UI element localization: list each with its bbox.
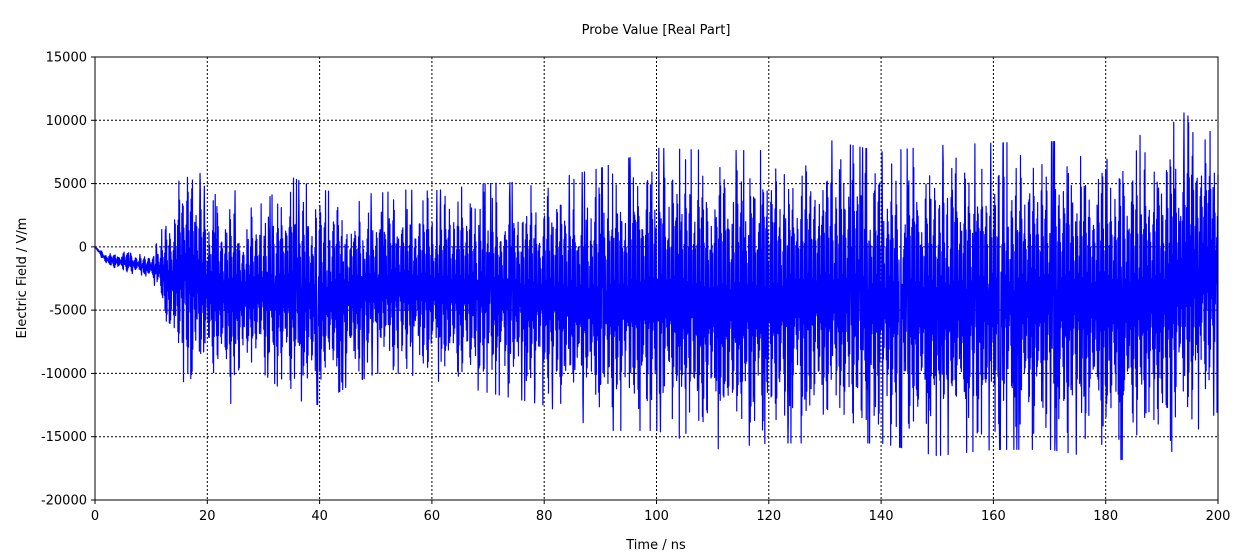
y-tick-label: -5000 bbox=[49, 304, 87, 319]
x-tick-label: 80 bbox=[536, 509, 553, 524]
y-tick-label: 5000 bbox=[54, 177, 87, 192]
series-line bbox=[94, 112, 1219, 461]
x-tick-label: 200 bbox=[1206, 509, 1231, 524]
y-tick-label: -20000 bbox=[41, 494, 87, 509]
x-tick-label: 0 bbox=[91, 509, 99, 524]
y-tick-label: 0 bbox=[79, 240, 87, 255]
x-tick-label: 120 bbox=[756, 509, 781, 524]
x-tick-label: 20 bbox=[199, 509, 216, 524]
y-tick-label: 15000 bbox=[46, 51, 87, 66]
x-tick-label: 180 bbox=[1093, 509, 1118, 524]
series-layer bbox=[94, 112, 1219, 461]
y-tick-label: -10000 bbox=[41, 367, 87, 382]
y-axis-title: Electric Field / V/m bbox=[15, 218, 30, 339]
x-tick-label: 60 bbox=[424, 509, 441, 524]
y-tick-label: 10000 bbox=[46, 114, 87, 129]
x-tick-label: 100 bbox=[644, 509, 669, 524]
chart-title: Probe Value [Real Part] bbox=[582, 23, 731, 38]
y-tick-label: -15000 bbox=[41, 430, 87, 445]
x-tick-label: 40 bbox=[311, 509, 328, 524]
x-axis-title: Time / ns bbox=[625, 538, 686, 553]
ticks: 0 20 40 60 80 100 120 140 160 180 200 15000 10000 500… bbox=[41, 51, 1230, 525]
x-tick-label: 140 bbox=[869, 509, 894, 524]
x-tick-label: 160 bbox=[981, 509, 1006, 524]
